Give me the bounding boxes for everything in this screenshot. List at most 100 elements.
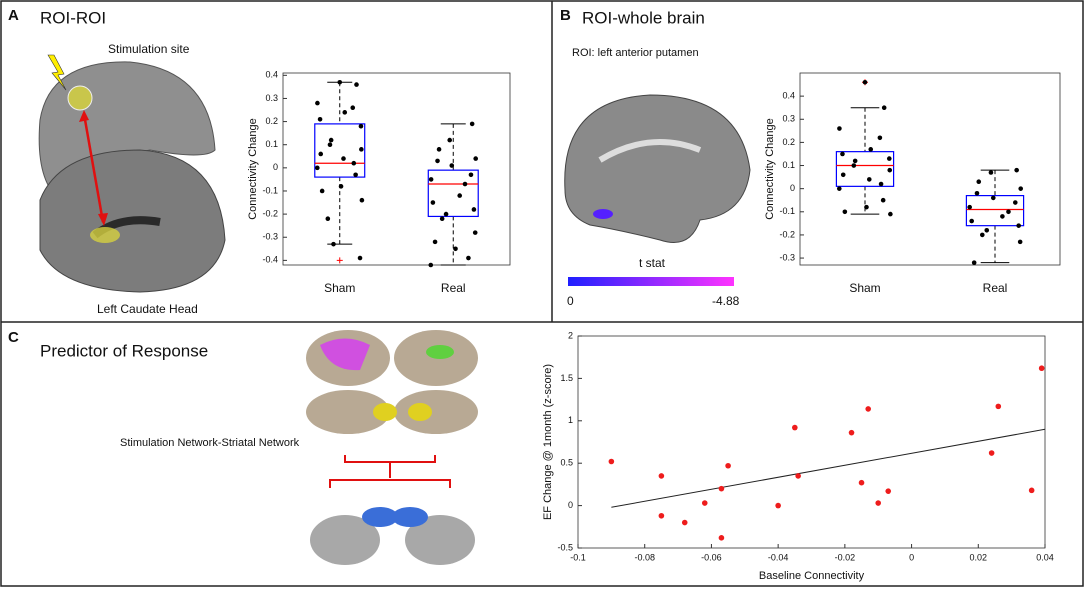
outlier bbox=[336, 257, 343, 264]
annotation: Left Caudate Head bbox=[97, 302, 198, 316]
x-tick-label: -0.02 bbox=[835, 552, 856, 562]
panel-title: Predictor of Response bbox=[40, 341, 208, 360]
y-tick-label: -0.1 bbox=[779, 206, 795, 216]
x-tick-label: Real bbox=[441, 281, 466, 295]
x-tick-label: 0.02 bbox=[970, 552, 988, 562]
data-point bbox=[967, 204, 972, 210]
y-tick-label: 0 bbox=[273, 162, 278, 172]
data-point bbox=[351, 160, 357, 166]
y-tick-label: 0.5 bbox=[560, 458, 573, 468]
data-point bbox=[887, 167, 893, 173]
y-tick-label: 0.1 bbox=[782, 160, 795, 170]
data-point bbox=[453, 246, 458, 252]
data-point bbox=[969, 218, 974, 224]
y-tick-label: 1 bbox=[568, 415, 573, 425]
data-point bbox=[1017, 239, 1023, 245]
data-point bbox=[342, 110, 348, 115]
data-point bbox=[795, 473, 801, 479]
data-point bbox=[430, 200, 436, 205]
data-point bbox=[862, 79, 868, 85]
data-point bbox=[432, 239, 438, 245]
y-tick-label: 1.5 bbox=[560, 373, 573, 383]
data-point bbox=[875, 500, 882, 506]
data-point bbox=[1016, 223, 1021, 228]
data-point bbox=[1000, 214, 1005, 219]
box bbox=[835, 151, 895, 187]
axes-frame bbox=[799, 72, 1061, 266]
y-tick-label: 0.2 bbox=[265, 116, 278, 126]
y-tick-label: -0.3 bbox=[779, 252, 795, 262]
data-point bbox=[995, 403, 1002, 410]
brain-image bbox=[564, 94, 751, 243]
colorbar-title: t stat bbox=[639, 256, 666, 270]
y-tick-label: -0.4 bbox=[262, 255, 278, 265]
y-tick-label: 0.4 bbox=[265, 70, 278, 80]
y-tick-label: -0.2 bbox=[262, 208, 278, 218]
data-point bbox=[473, 156, 478, 161]
y-tick-label: 0.4 bbox=[782, 91, 795, 101]
y-axis-label: Connectivity Change bbox=[247, 118, 259, 220]
annotation: Stimulation Network-Striatal Network bbox=[120, 437, 300, 449]
data-point bbox=[775, 502, 781, 509]
y-tick-label: 0 bbox=[568, 500, 573, 510]
data-point bbox=[359, 197, 365, 203]
y-tick-label: -0.5 bbox=[557, 542, 573, 552]
data-point bbox=[836, 186, 842, 191]
data-point bbox=[447, 137, 453, 143]
data-point bbox=[885, 488, 892, 494]
data-point bbox=[888, 211, 893, 217]
colorbar-label: 0 bbox=[567, 294, 574, 308]
data-point bbox=[840, 172, 846, 178]
y-tick-label: -0.2 bbox=[779, 229, 795, 239]
y-axis-label: EF Change @ 1month (z-score) bbox=[542, 364, 554, 520]
data-point bbox=[1006, 209, 1011, 215]
y-tick-label: 0.3 bbox=[265, 93, 278, 103]
x-tick-label: Sham bbox=[324, 281, 355, 295]
box bbox=[427, 169, 479, 218]
data-point bbox=[359, 147, 364, 152]
data-point bbox=[1038, 365, 1045, 372]
data-point bbox=[1028, 487, 1035, 494]
data-point bbox=[468, 172, 474, 178]
data-point bbox=[469, 121, 475, 127]
data-point bbox=[471, 207, 477, 212]
data-point bbox=[354, 82, 359, 87]
y-tick-label: 0.2 bbox=[782, 137, 795, 147]
data-point bbox=[658, 473, 665, 479]
data-point bbox=[840, 151, 845, 157]
colorbar bbox=[568, 277, 734, 286]
x-tick-label: -0.1 bbox=[570, 552, 586, 562]
colorbar-label: -4.88 bbox=[712, 294, 740, 308]
brain-image bbox=[38, 54, 226, 293]
data-point bbox=[435, 158, 440, 164]
data-point bbox=[848, 429, 855, 436]
data-point bbox=[864, 204, 869, 210]
data-point bbox=[319, 188, 325, 194]
data-point bbox=[865, 406, 872, 412]
annotation: ROI: left anterior putamen bbox=[572, 47, 699, 59]
data-point bbox=[331, 241, 336, 247]
data-point bbox=[328, 137, 334, 143]
data-point bbox=[428, 177, 434, 182]
y-tick-label: -0.1 bbox=[262, 185, 278, 195]
data-point bbox=[984, 228, 990, 233]
data-point bbox=[990, 195, 996, 201]
data-point bbox=[725, 462, 731, 469]
data-point bbox=[443, 211, 449, 217]
data-point bbox=[877, 135, 883, 141]
data-point bbox=[317, 116, 323, 122]
y-axis-label: Connectivity Change bbox=[764, 118, 776, 220]
data-point bbox=[315, 100, 320, 106]
data-point bbox=[353, 172, 358, 178]
data-point bbox=[457, 193, 463, 198]
data-point bbox=[341, 156, 346, 161]
data-point bbox=[701, 500, 708, 506]
data-point bbox=[837, 126, 842, 131]
data-point bbox=[868, 147, 874, 152]
y-tick-label: 2 bbox=[568, 330, 573, 340]
data-point bbox=[466, 255, 471, 261]
y-tick-label: 0.3 bbox=[782, 114, 795, 124]
data-point bbox=[718, 535, 725, 541]
panel-letter: C bbox=[8, 329, 19, 346]
